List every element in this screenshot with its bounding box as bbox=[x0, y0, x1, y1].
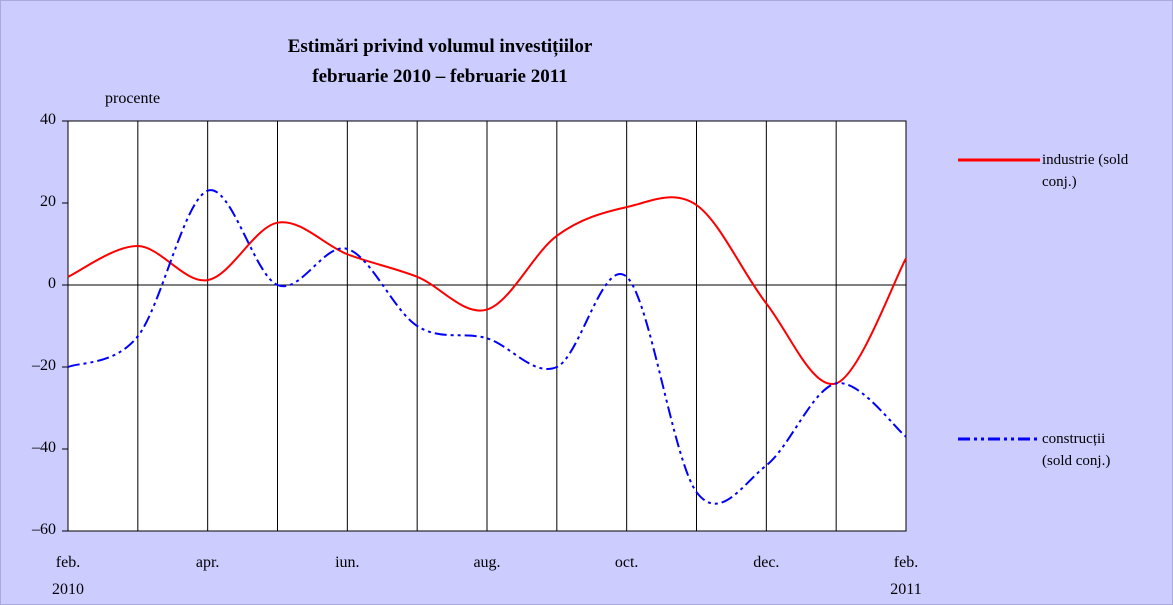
y-tick-label: –40 bbox=[32, 439, 56, 456]
y-tick-label: –20 bbox=[32, 357, 56, 374]
chart-subtitle: februarie 2010 – februarie 2011 bbox=[312, 66, 568, 87]
x-tick-label: oct. bbox=[614, 554, 639, 571]
y-axis-label: procente bbox=[105, 90, 161, 107]
chart-title: Estimări privind volumul investițiilor bbox=[287, 36, 593, 57]
x-tick-label: feb. 2010 bbox=[52, 554, 84, 598]
x-tick-label: feb. 2011 bbox=[890, 554, 922, 598]
y-tick-label: –60 bbox=[32, 521, 56, 538]
legend-label: industrie (sold conj.) bbox=[1042, 152, 1129, 190]
series-line bbox=[67, 189, 907, 505]
y-tick-label: 20 bbox=[40, 193, 56, 210]
x-tick-label: dec. bbox=[753, 554, 780, 571]
y-tick-label: 40 bbox=[40, 111, 56, 128]
x-tick-label: apr. bbox=[195, 554, 220, 571]
legend-label: construcții (sold conj.) bbox=[1042, 431, 1111, 469]
x-tick-label: aug. bbox=[473, 554, 501, 571]
y-tick-label: 0 bbox=[48, 275, 56, 292]
series-line bbox=[67, 196, 907, 385]
x-tick-label: iun. bbox=[335, 554, 360, 571]
